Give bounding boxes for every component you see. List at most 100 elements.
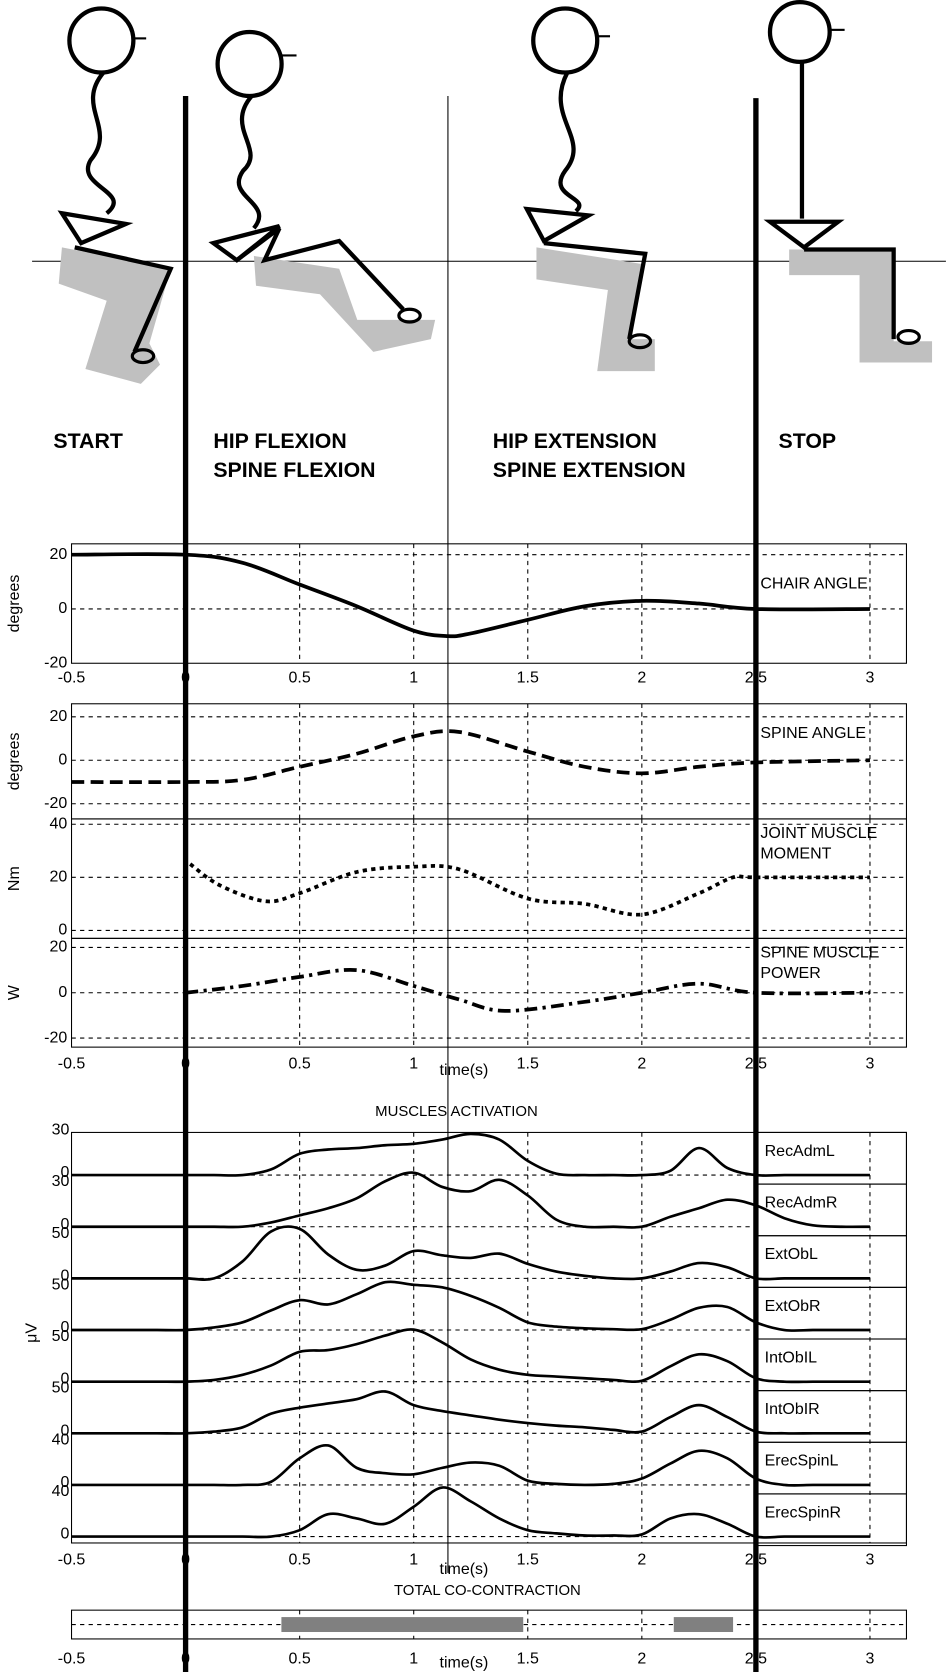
phase-label: HIP FLEXION	[213, 429, 346, 453]
legend-label: IntObIR	[765, 1401, 820, 1418]
y-tick-label: 0	[61, 1164, 70, 1181]
x-tick-label: 1	[409, 1551, 418, 1568]
legend-label: ExtObR	[765, 1298, 821, 1315]
x-tick-label: 0.5	[289, 1055, 311, 1072]
trace-line	[71, 1390, 870, 1435]
interval-bar	[281, 1617, 524, 1633]
y-axis-label: W	[6, 984, 23, 1000]
x-axis-label: time(s)	[440, 1561, 489, 1578]
annotation: SPINE ANGLE	[760, 725, 866, 742]
y-tick-label: 30	[52, 1122, 70, 1139]
x-tick-label: -0.5	[58, 1055, 86, 1072]
x-tick-label: -0.5	[58, 1551, 86, 1568]
phase-label: START	[53, 429, 122, 453]
x-tick-label: 1	[409, 1650, 418, 1667]
y-axis-label: Nm	[6, 866, 23, 891]
legend-label: ErecSpinR	[765, 1504, 841, 1521]
phase-label: HIP EXTENSION	[493, 429, 657, 453]
x-tick-label: 1.5	[517, 1650, 539, 1667]
y-tick-label: 0	[61, 1474, 70, 1491]
y-tick-label: 0	[58, 600, 67, 617]
annotation: SPINE MUSCLE	[760, 945, 879, 962]
trace-line	[71, 1225, 870, 1281]
annotation: JOINT MUSCLE	[760, 825, 877, 842]
trace-line	[71, 1486, 870, 1539]
chart-title: MUSCLES ACTIVATION	[375, 1103, 538, 1120]
x-tick-label: 3	[866, 1055, 875, 1072]
y-tick-label: 0	[61, 1422, 70, 1439]
y-tick-label: 50	[52, 1276, 70, 1293]
x-tick-label: 0.5	[289, 669, 311, 686]
x-tick-label: 1	[409, 1055, 418, 1072]
legend-label: RecAdmR	[765, 1194, 838, 1211]
x-tick-label: -0.5	[58, 669, 86, 686]
y-axis-label: degrees	[6, 575, 23, 633]
y-tick-label: 0	[58, 751, 67, 768]
y-axis-label: degrees	[6, 732, 23, 790]
y-tick-label: 50	[52, 1225, 70, 1242]
trace-line	[71, 1280, 870, 1332]
x-axis-label: time(s)	[440, 1655, 489, 1672]
y-tick-label: 50	[52, 1328, 70, 1345]
x-tick-label: 3	[866, 1551, 875, 1568]
phase-label: SPINE FLEXION	[213, 458, 375, 482]
data-line	[71, 729, 870, 785]
x-tick-label: 0.5	[289, 1650, 311, 1667]
y-tick-label: 50	[52, 1380, 70, 1397]
x-tick-label: 1.5	[517, 1055, 539, 1072]
x-tick-label: -0.5	[58, 1650, 86, 1667]
y-tick-label: -20	[44, 654, 67, 671]
x-tick-label: 3	[866, 669, 875, 686]
y-tick-label: 0	[61, 1216, 70, 1233]
y-tick-label: 0	[58, 984, 67, 1001]
y-tick-label: 20	[49, 869, 67, 886]
phase-label: SPINE EXTENSION	[493, 458, 686, 482]
y-tick-label: 0	[58, 922, 67, 939]
y-tick-label: 0	[61, 1371, 70, 1388]
annotation: POWER	[760, 965, 820, 982]
legend-label: ExtObL	[765, 1246, 818, 1263]
x-axis-label: time(s)	[440, 1062, 489, 1079]
stick-figures	[32, 0, 946, 384]
x-tick-label: 2	[637, 1055, 646, 1072]
interval-bar	[673, 1617, 734, 1633]
x-tick-label: 0.5	[289, 1551, 311, 1568]
y-tick-label: 30	[52, 1173, 70, 1190]
annotation: CHAIR ANGLE	[760, 576, 867, 593]
trace-line	[71, 1132, 870, 1177]
trace-line	[71, 1328, 870, 1384]
y-axis-label: μV	[23, 1323, 40, 1343]
y-tick-label: 20	[49, 546, 67, 563]
data-line	[185, 967, 870, 1013]
legend-label: IntObIL	[765, 1349, 818, 1366]
plot-frame	[70, 543, 907, 664]
data-line	[189, 862, 870, 917]
x-tick-label: 2	[637, 1650, 646, 1667]
x-tick-label: 1	[409, 669, 418, 686]
x-tick-label: 3	[866, 1650, 875, 1667]
x-tick-label: 1.5	[517, 669, 539, 686]
y-tick-label: 20	[49, 939, 67, 956]
chart-title: TOTAL CO-CONTRACTION	[394, 1582, 581, 1599]
y-tick-label: 0	[61, 1319, 70, 1336]
legend-label: ErecSpinL	[765, 1453, 839, 1470]
phase-label: STOP	[779, 429, 837, 453]
y-tick-label: -20	[44, 795, 67, 812]
trace-line	[71, 1443, 870, 1487]
y-tick-label: 40	[52, 1431, 70, 1448]
x-tick-label: 2	[637, 669, 646, 686]
y-tick-label: -20	[44, 1029, 67, 1046]
data-line	[71, 552, 870, 639]
phase-labels: START HIP FLEXION SPINE FLEXION HIP EXTE…	[53, 429, 836, 482]
annotation: MOMENT	[760, 845, 831, 862]
y-tick-label: 20	[49, 708, 67, 725]
y-tick-label: 0	[61, 1267, 70, 1284]
x-tick-label: 1.5	[517, 1551, 539, 1568]
y-tick-label: 40	[49, 815, 67, 832]
y-tick-label: 40	[52, 1483, 70, 1500]
x-tick-label: 2	[637, 1551, 646, 1568]
trace-line	[71, 1171, 870, 1229]
legend-label: RecAdmL	[765, 1143, 835, 1160]
y-tick-label: 0	[61, 1526, 70, 1543]
